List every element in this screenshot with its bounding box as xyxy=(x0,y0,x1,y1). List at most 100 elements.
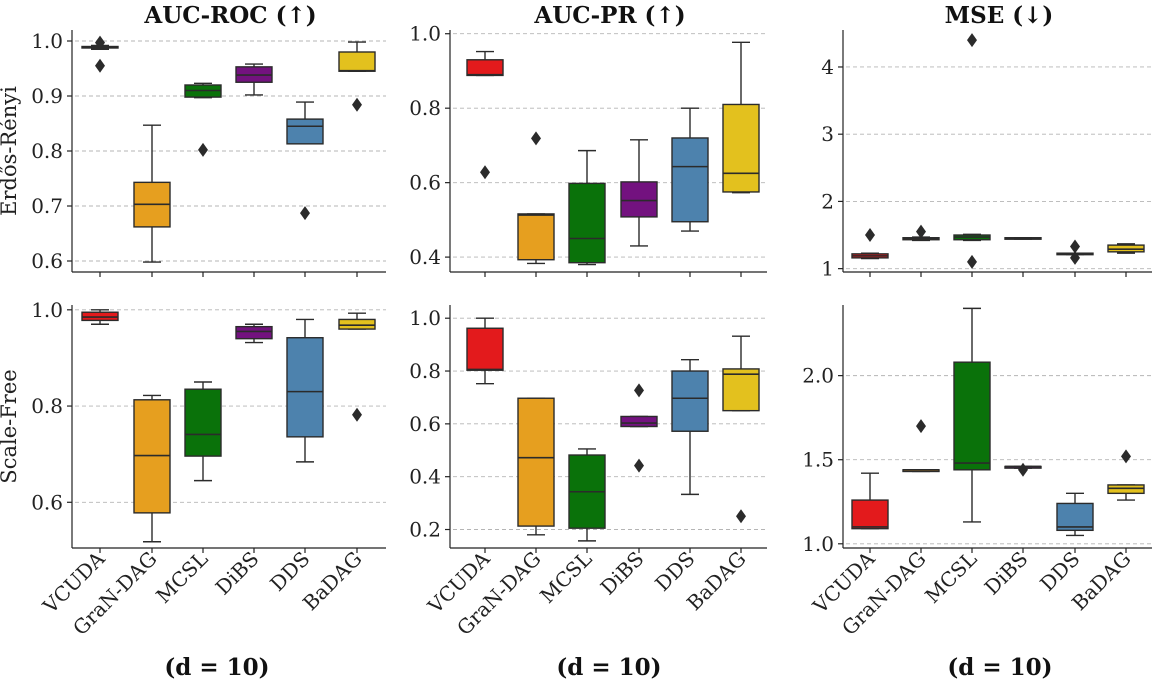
panel-title: AUC-ROC (↑) xyxy=(143,2,316,29)
y-tick-label: 0.4 xyxy=(409,245,441,269)
iqr-box xyxy=(517,213,555,261)
panel-title: MSE (↓) xyxy=(945,2,1054,29)
box-BaDAG xyxy=(722,41,760,194)
iqr-box xyxy=(1056,502,1094,532)
box-DiBS xyxy=(1004,237,1042,240)
x-category-label: DiBS xyxy=(596,547,649,600)
outlier-point xyxy=(480,165,490,180)
y-tick-label: 0.6 xyxy=(409,412,441,436)
box-MCSL xyxy=(568,149,606,266)
box-MCSL xyxy=(953,307,991,523)
y-tick-label: 4 xyxy=(821,55,834,79)
iqr-box xyxy=(1107,484,1145,495)
box-DiBS xyxy=(235,63,273,96)
outlier-point xyxy=(95,35,105,50)
box-DiBS xyxy=(1004,462,1042,477)
box-VCUDA xyxy=(466,317,504,385)
outlier-point xyxy=(352,407,362,422)
footer-label: (d = 10) xyxy=(947,654,1052,681)
iqr-box xyxy=(620,415,658,428)
outlier-point xyxy=(634,383,644,398)
box-DiBS xyxy=(620,139,658,247)
iqr-box xyxy=(671,137,709,223)
x-category-label: DiBS xyxy=(980,547,1033,600)
outlier-point xyxy=(634,458,644,473)
iqr-box xyxy=(286,118,324,145)
x-category-label: MCSL xyxy=(535,547,596,608)
y-tick-label: 1.0 xyxy=(31,29,63,53)
iqr-box xyxy=(466,327,504,371)
iqr-box xyxy=(953,361,991,471)
iqr-box xyxy=(466,59,504,77)
iqr-box xyxy=(286,337,324,438)
iqr-box xyxy=(568,182,606,264)
box-MCSL xyxy=(953,33,991,269)
y-tick-label: 1 xyxy=(821,257,834,281)
outlier-point xyxy=(967,254,977,269)
y-tick-label: 1.0 xyxy=(409,306,441,330)
x-category-label: MCSL xyxy=(920,547,981,608)
y-tick-label: 3 xyxy=(821,122,834,146)
panel-0-0: 0.6 0.7 0.8 0.9 1.0 AUC-ROC (↑) Erdős-Rényi xyxy=(0,2,386,277)
box-GraN-DAG xyxy=(517,397,555,536)
box-MCSL xyxy=(568,448,606,542)
box-MCSL xyxy=(184,82,222,157)
outlier-point xyxy=(300,206,310,221)
y-tick-label: 1.0 xyxy=(802,532,834,556)
outlier-point xyxy=(198,142,208,157)
row-label: Erdős-Rényi xyxy=(0,86,21,216)
box-GraN-DAG xyxy=(517,131,555,265)
box-DDS xyxy=(286,101,324,221)
iqr-box xyxy=(338,51,376,72)
outlier-point xyxy=(1121,449,1131,464)
outlier-point xyxy=(1070,239,1080,254)
y-tick-label: 0.8 xyxy=(31,139,63,163)
footer-label: (d = 10) xyxy=(556,654,661,681)
y-tick-label: 1.0 xyxy=(31,298,63,322)
y-tick-label: 1.5 xyxy=(802,448,834,472)
y-tick-label: 0.2 xyxy=(409,518,441,542)
y-tick-label: 0.8 xyxy=(409,96,441,120)
box-GraN-DAG xyxy=(133,124,171,263)
row-label: Scale-Free xyxy=(0,369,21,483)
y-tick-label: 0.8 xyxy=(31,394,63,418)
box-DDS xyxy=(671,358,709,496)
box-VCUDA xyxy=(81,309,119,325)
outlier-point xyxy=(1070,250,1080,265)
box-DDS xyxy=(286,318,324,463)
outlier-point xyxy=(967,33,977,48)
box-DiBS xyxy=(620,383,658,473)
iqr-box xyxy=(184,388,222,457)
box-VCUDA xyxy=(851,472,889,530)
box-VCUDA xyxy=(851,228,889,260)
iqr-box xyxy=(722,103,760,193)
outlier-point xyxy=(865,228,875,243)
box-BaDAG xyxy=(338,312,376,422)
box-GraN-DAG xyxy=(133,394,171,543)
panel-0-1: 0.4 0.6 0.8 1.0 AUC-PR (↑) xyxy=(409,2,767,277)
y-tick-label: 1.0 xyxy=(409,22,441,46)
box-BaDAG xyxy=(722,335,760,524)
footer-label: (d = 10) xyxy=(164,654,269,681)
box-BaDAG xyxy=(1107,243,1145,254)
outlier-point xyxy=(352,97,362,112)
y-tick-label: 0.6 xyxy=(409,171,441,195)
y-tick-label: 2 xyxy=(821,189,834,213)
box-DiBS xyxy=(235,323,273,344)
iqr-box xyxy=(517,397,555,527)
outlier-point xyxy=(95,58,105,73)
outlier-point xyxy=(531,131,541,146)
box-VCUDA xyxy=(81,35,119,73)
y-tick-label: 0.9 xyxy=(31,84,63,108)
y-tick-label: 0.4 xyxy=(409,465,441,489)
x-category-label: DiBS xyxy=(211,547,264,600)
iqr-box xyxy=(620,181,658,218)
x-category-label: MCSL xyxy=(151,547,212,608)
outlier-point xyxy=(736,509,746,524)
y-tick-label: 0.6 xyxy=(31,490,63,514)
iqr-box xyxy=(338,318,376,330)
y-tick-label: 0.8 xyxy=(409,359,441,383)
